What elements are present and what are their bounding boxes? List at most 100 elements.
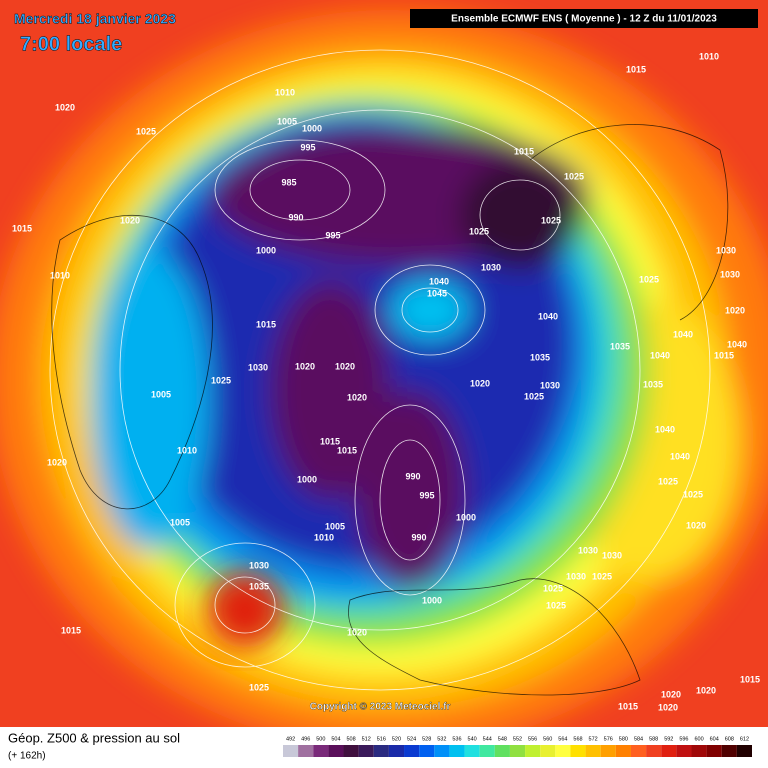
scale-swatch [646,745,662,757]
scale-label: 520 [392,736,401,742]
isobar-label: 1010 [699,51,719,61]
isobar-label: 1030 [481,262,501,272]
scale-swatch [540,745,556,757]
scale-swatch [373,745,389,757]
isobar-label: 1020 [658,702,678,712]
isobar-label: 1010 [50,270,70,280]
run-info: Ensemble ECMWF ENS ( Moyenne ) - 12 Z du… [451,14,717,25]
date: Mercredi 18 janvier 2023 [14,11,176,27]
isobar-label: 1020 [47,457,67,467]
isobar-label: 1015 [320,436,340,446]
scale-label: 604 [710,736,719,742]
scale-swatch [388,745,405,757]
isobar-label: 1030 [248,362,268,372]
isobar-label: 1005 [170,517,190,527]
isobar-label: 1040 [429,276,449,286]
isobar-label: 1025 [136,126,156,136]
scale-swatch [736,745,752,757]
isobar-label: 995 [419,490,434,500]
isobar-label: 1005 [325,521,345,531]
copyright: Copyright © 2023 Meteociel.fr [310,702,451,713]
isobar-label: 1020 [347,392,367,402]
isobar-label: 1020 [295,361,315,371]
scale-label: 596 [679,736,688,742]
isobar-label: 1015 [337,445,357,455]
isobar-label: 1040 [727,339,747,349]
scale-label: 608 [725,736,734,742]
isobar-label: 1020 [696,685,716,695]
scale-label: 496 [301,736,310,742]
isobar-label: 1030 [566,571,586,581]
scale-swatch [615,745,631,757]
isobar-label: 1000 [297,474,317,484]
isobar-label: 1025 [658,476,678,486]
footer-lead: (+ 162h) [8,751,46,762]
scale-swatch [479,745,495,757]
isobar-label: 1020 [120,215,140,225]
scale-swatch [404,745,420,757]
isobar-label: 1025 [469,226,489,236]
scale-swatch [555,745,571,757]
isobar-label: 1020 [661,689,681,699]
isobar-label: 1015 [714,350,734,360]
scale-swatch [434,745,450,757]
isobar-label: 1025 [592,571,612,581]
isobar-label: 1025 [546,600,566,610]
isobar-label: 1020 [335,361,355,371]
scale-swatch [328,745,344,757]
isobar-label: 1005 [151,389,171,399]
scale-swatch [721,745,737,757]
scale-label: 536 [452,736,461,742]
isobar-label: 1040 [670,451,690,461]
scale-label: 592 [664,736,673,742]
isobar-label: 1030 [578,545,598,555]
isobar-label: 1000 [302,123,322,133]
scale-swatch [464,745,480,757]
isobar-label: 1040 [538,311,558,321]
isobar-label: 995 [300,142,315,152]
isobar-label: 1005 [277,116,297,126]
isobar-label: 1015 [256,319,276,329]
isobar-label: 1015 [12,223,32,233]
scale-swatch [630,745,647,757]
scale-label: 540 [468,736,477,742]
scale-swatch [676,745,692,757]
map [0,0,768,727]
scale-swatch [570,745,586,757]
scale-swatch [509,745,526,757]
isobar-label: 1010 [275,87,295,97]
scale-swatch [494,745,510,757]
time: 7:00 locale [20,33,122,55]
scale-label: 584 [634,736,643,742]
isobar-label: 995 [325,230,340,240]
scale-swatch [691,745,707,757]
scale-label: 600 [694,736,703,742]
isobar-label: 1035 [643,379,663,389]
scale-label: 572 [589,736,598,742]
scale-label: 564 [558,736,567,742]
isobar-label: 1000 [256,245,276,255]
scale-label: 568 [573,736,582,742]
scale-label: 528 [422,736,431,742]
scale-swatch [706,745,722,757]
isobar-label: 1030 [249,560,269,570]
isobar-label: 1025 [683,489,703,499]
scale-swatch [283,745,299,757]
scale-label: 524 [407,736,416,742]
scale-label: 508 [346,736,355,742]
scale-swatch [419,745,435,757]
isobar-label: 1015 [514,146,534,156]
scale-swatch [449,745,465,757]
isobar-label: 1025 [543,583,563,593]
isobar-label: 1035 [530,352,550,362]
isobar-label: 1000 [422,595,442,605]
isobar-label: 1010 [177,445,197,455]
isobar-label: 990 [411,532,426,542]
scale-label: 548 [498,736,507,742]
isobar-label: 1040 [655,424,675,434]
isobar-label: 1035 [610,341,630,351]
scale-swatch [585,745,601,757]
scale-label: 576 [604,736,613,742]
scale-label: 588 [649,736,658,742]
